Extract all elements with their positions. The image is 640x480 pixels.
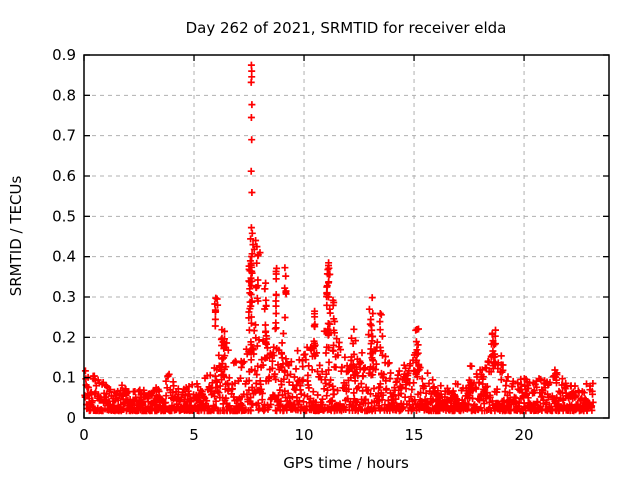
x-axis-label: GPS time / hours: [283, 454, 409, 472]
y-tick-label: 0.8: [52, 86, 76, 104]
y-tick-label: 0.3: [52, 288, 76, 306]
y-axis-label: SRMTID / TECUs: [7, 176, 25, 297]
x-tick-label: 20: [515, 426, 534, 444]
x-tick-label: 0: [79, 426, 89, 444]
y-tick-label: 0.1: [52, 369, 76, 387]
y-tick-label: 0.9: [52, 46, 76, 64]
x-tick-label: 10: [294, 426, 313, 444]
y-tick-label: 0.5: [52, 207, 76, 225]
data-points-layer: [81, 61, 597, 415]
y-tick-label: 0.6: [52, 167, 76, 185]
x-tick-label: 15: [405, 426, 424, 444]
y-tick-label: 0.4: [52, 248, 76, 266]
x-tick-label: 5: [189, 426, 199, 444]
y-tick-label: 0.7: [52, 127, 76, 145]
scatter-plus-markers: [81, 61, 597, 415]
plot-border: [83, 54, 610, 419]
y-tick-label: 0.2: [52, 328, 76, 346]
y-tick-label: 0: [66, 409, 76, 427]
tick-labels-layer: 0 5 10 15 20 0 0.1 0.2 0.3 0.4 0.5 0.6 0.7 0.8 0.9: [52, 46, 533, 444]
chart-title: Day 262 of 2021, SRMTID for receiver eld…: [186, 19, 507, 37]
